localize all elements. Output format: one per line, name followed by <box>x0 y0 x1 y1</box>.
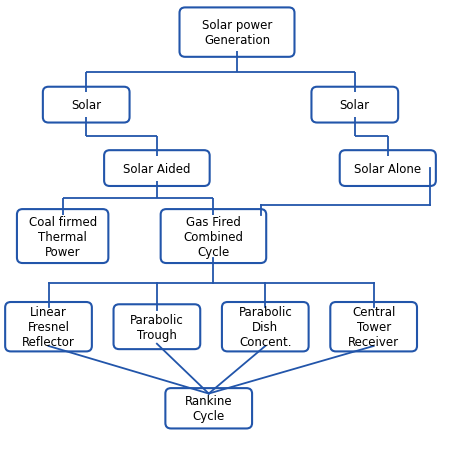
Text: Rankine
Cycle: Rankine Cycle <box>185 394 233 422</box>
FancyBboxPatch shape <box>311 87 398 123</box>
FancyBboxPatch shape <box>340 151 436 187</box>
FancyBboxPatch shape <box>165 388 252 429</box>
Text: Gas Fired
Combined
Cycle: Gas Fired Combined Cycle <box>183 215 244 258</box>
FancyBboxPatch shape <box>5 302 92 352</box>
FancyBboxPatch shape <box>161 210 266 263</box>
Text: Solar power
Generation: Solar power Generation <box>202 19 272 47</box>
Text: Coal firmed
Thermal
Power: Coal firmed Thermal Power <box>28 215 97 258</box>
FancyBboxPatch shape <box>180 8 294 58</box>
FancyBboxPatch shape <box>43 87 129 123</box>
FancyBboxPatch shape <box>17 210 109 263</box>
FancyBboxPatch shape <box>330 302 417 352</box>
FancyBboxPatch shape <box>114 304 200 349</box>
FancyBboxPatch shape <box>104 151 210 187</box>
Text: Linear
Fresnel
Reflector: Linear Fresnel Reflector <box>22 306 75 349</box>
Text: Solar: Solar <box>71 99 101 112</box>
Text: Solar Aided: Solar Aided <box>123 162 191 175</box>
Text: Central
Tower
Receiver: Central Tower Receiver <box>348 306 399 349</box>
Text: Solar: Solar <box>340 99 370 112</box>
Text: Solar Alone: Solar Alone <box>354 162 421 175</box>
FancyBboxPatch shape <box>222 302 309 352</box>
Text: Parabolic
Dish
Concent.: Parabolic Dish Concent. <box>238 306 292 349</box>
Text: Parabolic
Trough: Parabolic Trough <box>130 313 184 341</box>
